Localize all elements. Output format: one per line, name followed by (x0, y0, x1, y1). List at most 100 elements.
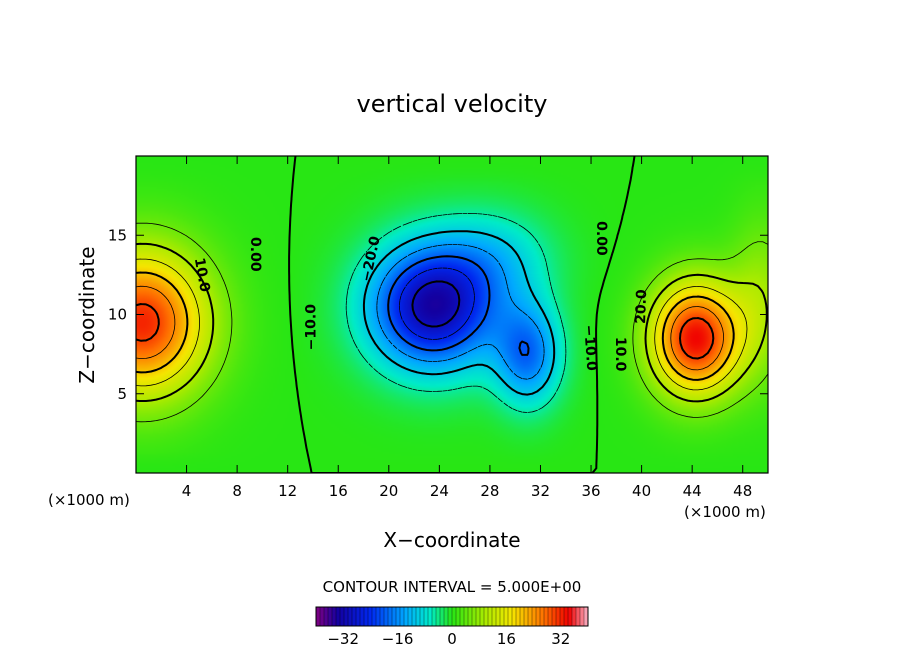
colorbar-cell (344, 607, 349, 626)
colorbar-cell (380, 607, 385, 626)
colorbar-frame (315, 606, 589, 627)
colorbar-cell (572, 607, 577, 626)
contour-level-25 (136, 285, 724, 371)
colorbar-cell (424, 607, 429, 626)
colorbar-cell (472, 607, 477, 626)
z-axis-unit: (×1000 m) (48, 491, 130, 509)
contour-level-15 (136, 258, 748, 391)
colorbar-cell (464, 607, 469, 626)
colorbar-cell (496, 607, 501, 626)
x-axis-ticks: 4 8 12 16 20 24 28 32 36 40 44 48 (182, 156, 752, 500)
colorbar-cell (372, 607, 377, 626)
colorbar-cell (544, 607, 549, 626)
contour-label-0: 10.0 (191, 256, 213, 293)
colorbar-cell (400, 607, 405, 626)
colorbar-cell (528, 607, 533, 626)
contour-lines (136, 156, 768, 473)
colorbar-cell (356, 607, 361, 626)
colorbar-ticks: −32 −16 0 16 32 (327, 630, 570, 648)
colorbar-cell (552, 607, 557, 626)
colorbar-cell (408, 607, 413, 626)
x-axis-label: X−coordinate (383, 528, 520, 552)
colorbar-cell (432, 607, 437, 626)
colorbar-cell (512, 607, 517, 626)
chart-title: vertical velocity (357, 90, 548, 118)
colorbar-cell (444, 607, 449, 626)
z-tick-label-15: 15 (108, 226, 127, 244)
colorbar-cell (340, 607, 345, 626)
colorbar-cell (488, 607, 493, 626)
x-tick-label-12: 12 (278, 482, 297, 500)
x-tick-label-24: 24 (430, 482, 449, 500)
z-tick-label-5: 5 (117, 385, 127, 403)
colorbar-cell (576, 607, 581, 626)
colorbar-cell (332, 607, 337, 626)
colorbar-cell (556, 607, 561, 626)
contour-level-neg25 (399, 267, 475, 340)
colorbar-cell (568, 607, 573, 626)
x-tick-label-4: 4 (182, 482, 192, 500)
colorbar-cell (504, 607, 509, 626)
x-tick-label-36: 36 (581, 482, 600, 500)
x-tick-label-32: 32 (531, 482, 550, 500)
colorbar-cell (508, 607, 513, 626)
velocity-field-image (136, 156, 768, 473)
colorbar-cell (412, 607, 417, 626)
contour-label-6: 10.0 (612, 337, 628, 372)
colorbar-cell (428, 607, 433, 626)
colorbar-cell (348, 607, 353, 626)
contour-level-neg30 (411, 280, 461, 328)
colorbar-cell (416, 607, 421, 626)
colorbar-cell (420, 607, 425, 626)
colorbar-cell (360, 607, 365, 626)
colorbar-cell (320, 607, 325, 626)
colorbar-cells (316, 607, 589, 626)
contour-level-neg5 (345, 213, 567, 413)
colorbar-cell (404, 607, 409, 626)
contour-level-neg15 (376, 244, 545, 380)
contour-interval-text: CONTOUR INTERVAL = 5.000E+00 (323, 578, 582, 596)
colorbar-cell (352, 607, 357, 626)
colorbar-cell (436, 607, 441, 626)
contour-label-5: 0.00 (593, 221, 609, 256)
contour-label-1: 0.00 (247, 237, 263, 272)
contour-level-neg10 (362, 230, 556, 396)
colorbar-cell (324, 607, 329, 626)
x-tick-label-8: 8 (232, 482, 242, 500)
contour-level-5 (136, 222, 768, 423)
colorbar-cell (364, 607, 369, 626)
contour-level-20 (136, 271, 735, 381)
colorbar-cell (336, 607, 341, 626)
colorbar-tick-label-1: −16 (382, 630, 414, 648)
contour-level-10 (136, 242, 768, 403)
z-axis-label: Z−coordinate (75, 246, 99, 383)
x-tick-label-20: 20 (379, 482, 398, 500)
colorbar-cell (524, 607, 529, 626)
x-tick-label-44: 44 (683, 482, 702, 500)
z-tick-label-10: 10 (108, 306, 127, 324)
colorbar-cell (500, 607, 505, 626)
colorbar-cell (368, 607, 373, 626)
colorbar-cell (328, 607, 333, 626)
colorbar-cell (476, 607, 481, 626)
colorbar-cell (384, 607, 389, 626)
x-tick-label-28: 28 (480, 482, 499, 500)
colorbar-cell (516, 607, 521, 626)
x-tick-label-48: 48 (733, 482, 752, 500)
contour-label-4: −10.0 (580, 324, 599, 372)
colorbar-cell (448, 607, 453, 626)
colorbar-cell (460, 607, 465, 626)
colorbar-cell (484, 607, 489, 626)
x-tick-label-40: 40 (632, 482, 651, 500)
colorbar-tick-label-0: −32 (327, 630, 359, 648)
colorbar-cell (584, 607, 589, 626)
colorbar-cell (440, 607, 445, 626)
colorbar-cell (540, 607, 545, 626)
contour-level-0 (288, 156, 636, 473)
colorbar-cell (564, 607, 569, 626)
colorbar-cell (536, 607, 541, 626)
colorbar-cell (580, 607, 585, 626)
x-axis-unit: (×1000 m) (684, 503, 766, 521)
